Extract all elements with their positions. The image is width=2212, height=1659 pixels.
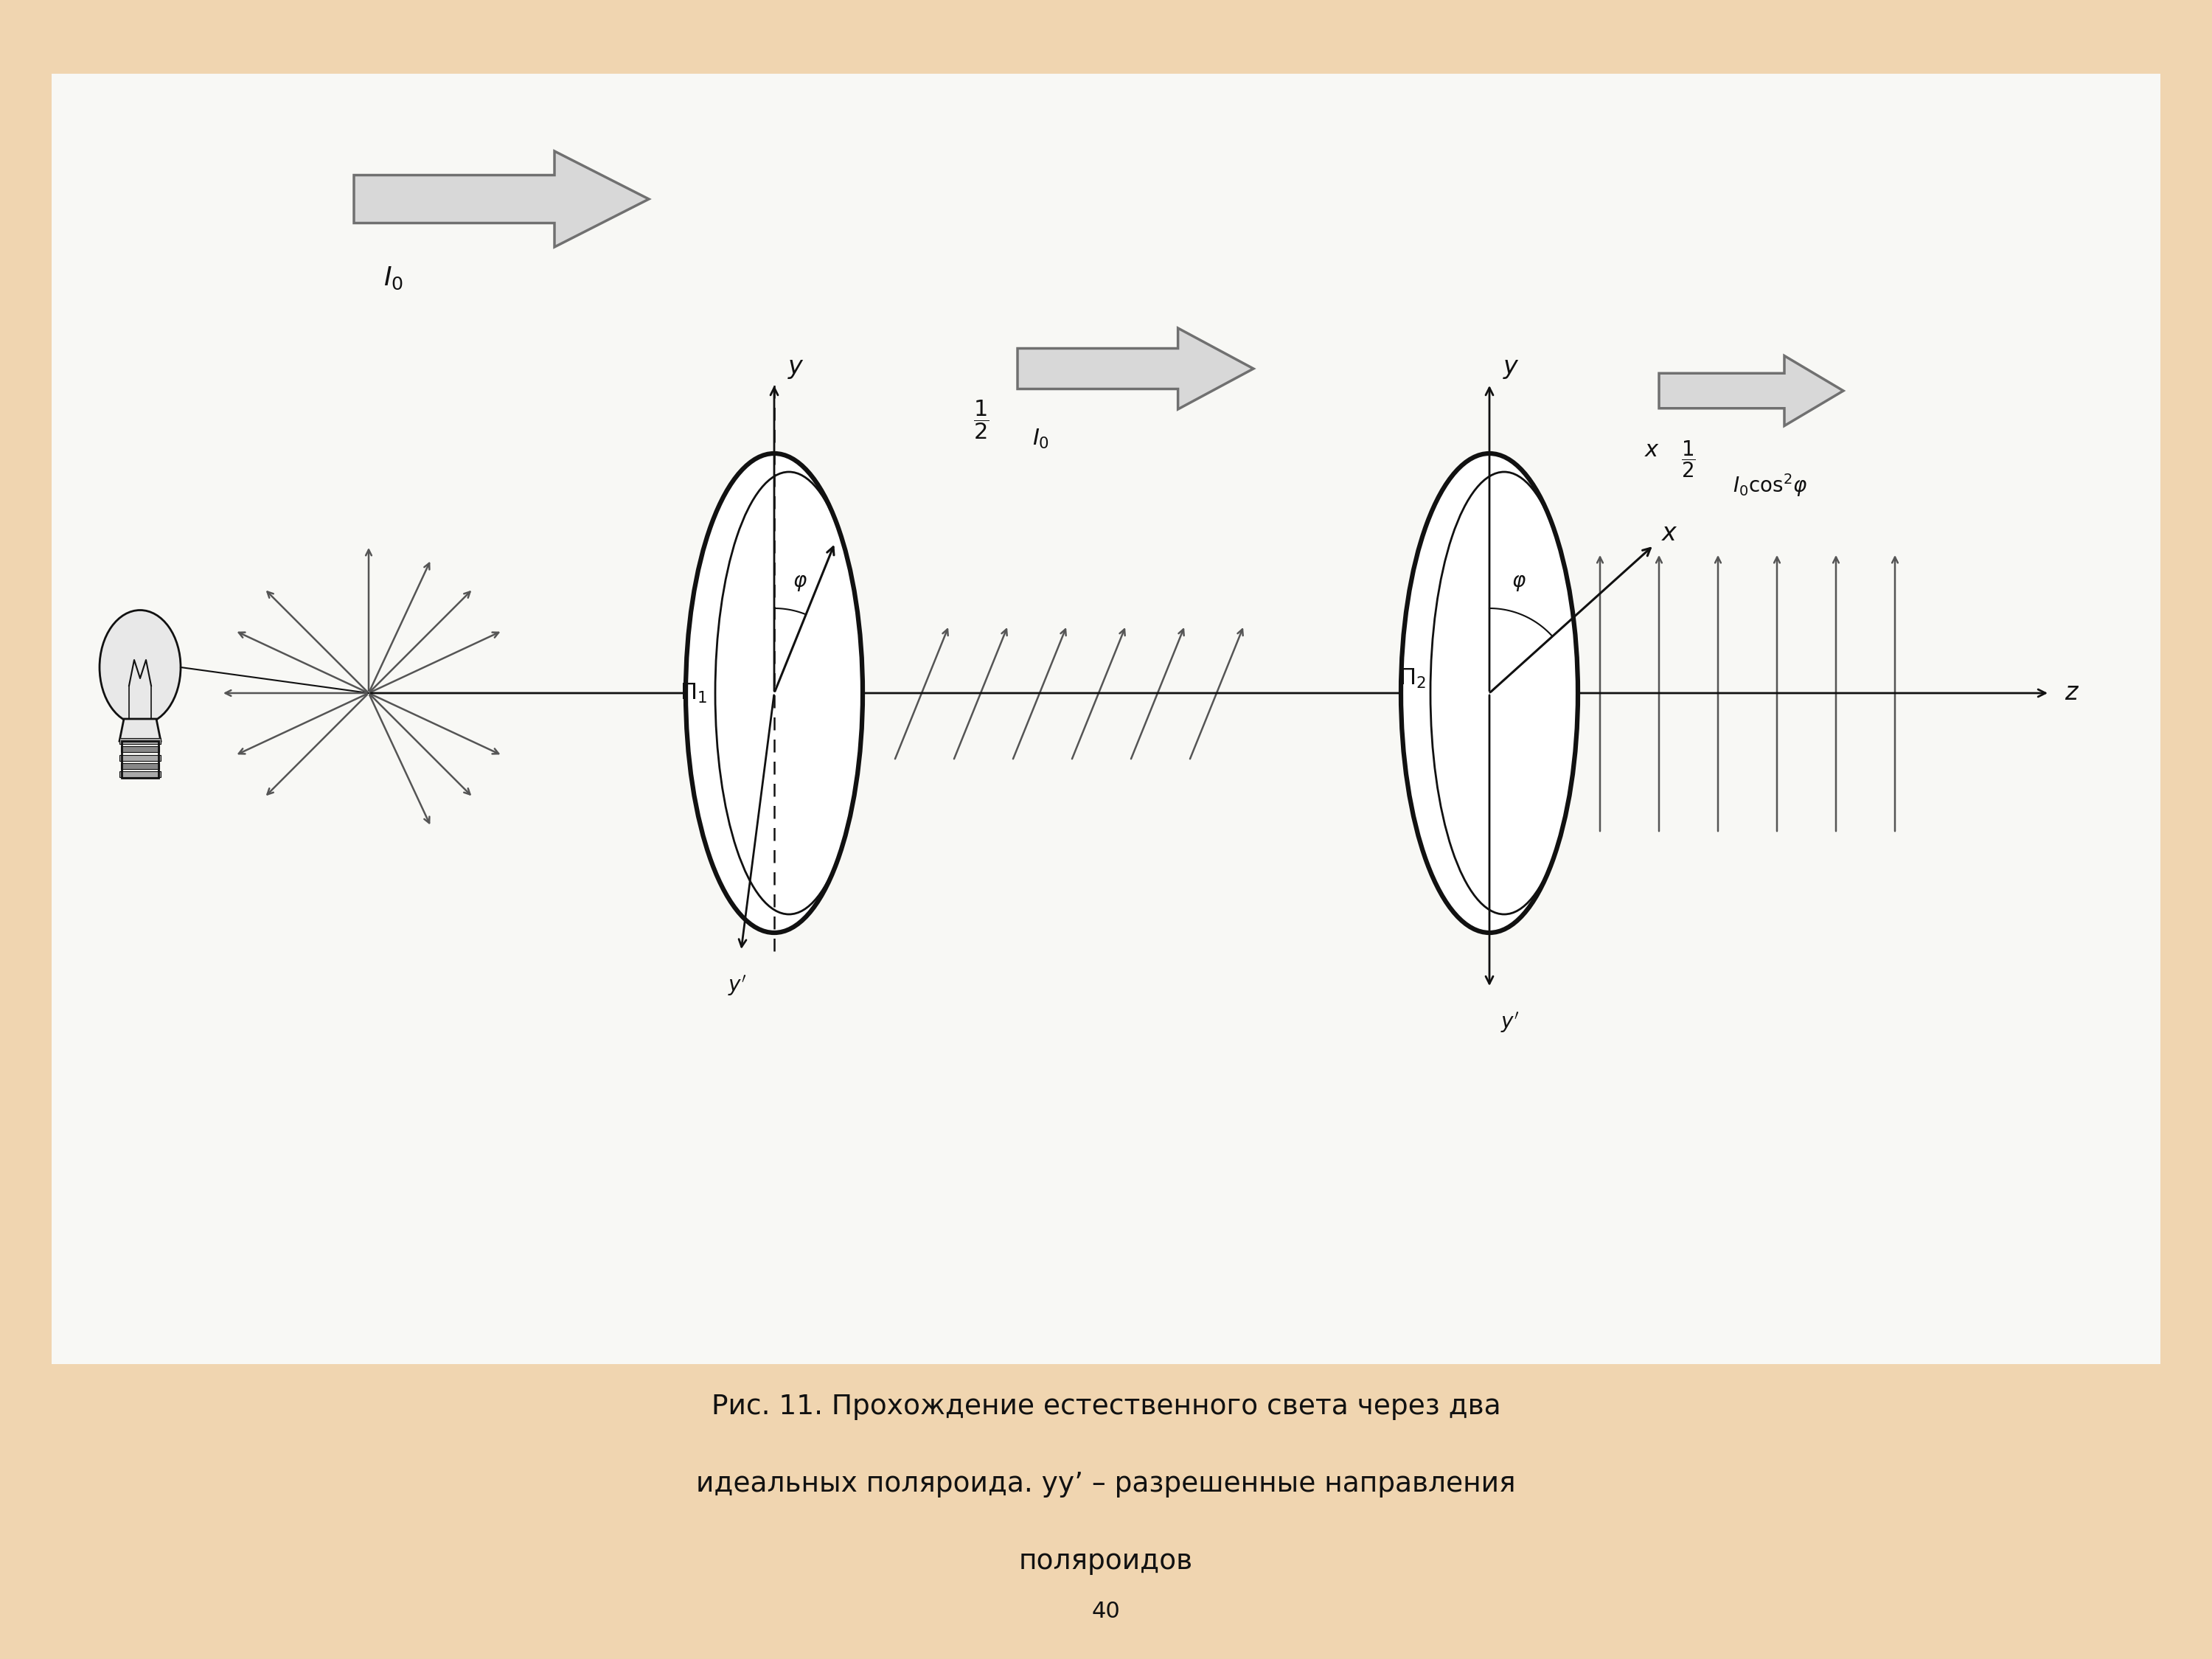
FancyBboxPatch shape <box>51 73 2161 1364</box>
Text: $y'$: $y'$ <box>1500 1010 1520 1034</box>
Text: $x$: $x$ <box>1661 523 1679 546</box>
Text: $z$: $z$ <box>2064 682 2079 705</box>
Ellipse shape <box>100 611 181 725</box>
Polygon shape <box>354 151 648 247</box>
Text: $x$: $x$ <box>1644 438 1659 461</box>
Text: $I_0$: $I_0$ <box>383 265 403 292</box>
Text: $\varphi$: $\varphi$ <box>1511 572 1526 592</box>
Ellipse shape <box>1400 453 1577 932</box>
Text: Рис. 11. Прохождение естественного света через два: Рис. 11. Прохождение естественного света… <box>712 1394 1500 1420</box>
Text: $\dfrac{1}{2}$: $\dfrac{1}{2}$ <box>1681 438 1697 479</box>
Polygon shape <box>1018 328 1254 410</box>
Text: $y'$: $y'$ <box>728 974 748 997</box>
FancyBboxPatch shape <box>119 771 161 776</box>
Text: $\dfrac{1}{2}$: $\dfrac{1}{2}$ <box>973 398 989 441</box>
Text: $y$: $y$ <box>787 357 805 380</box>
FancyBboxPatch shape <box>122 747 159 752</box>
Text: $\varphi$: $\varphi$ <box>792 572 807 592</box>
Text: $I_0$: $I_0$ <box>1033 428 1048 451</box>
Ellipse shape <box>686 453 863 932</box>
Text: $\Pi_1$: $\Pi_1$ <box>679 682 706 705</box>
Polygon shape <box>1659 355 1843 426</box>
Polygon shape <box>119 718 161 742</box>
Text: $I_0\cos^2\!\varphi$: $I_0\cos^2\!\varphi$ <box>1732 471 1807 498</box>
FancyBboxPatch shape <box>119 738 161 743</box>
FancyBboxPatch shape <box>122 763 159 768</box>
Text: $\Pi_2$: $\Pi_2$ <box>1398 667 1425 690</box>
Text: идеальных поляроида. уу’ – разрешенные направления: идеальных поляроида. уу’ – разрешенные н… <box>697 1472 1515 1498</box>
Text: $y$: $y$ <box>1502 357 1520 380</box>
Text: 40: 40 <box>1093 1601 1119 1623</box>
FancyBboxPatch shape <box>119 755 161 760</box>
Text: поляроидов: поляроидов <box>1020 1548 1192 1574</box>
